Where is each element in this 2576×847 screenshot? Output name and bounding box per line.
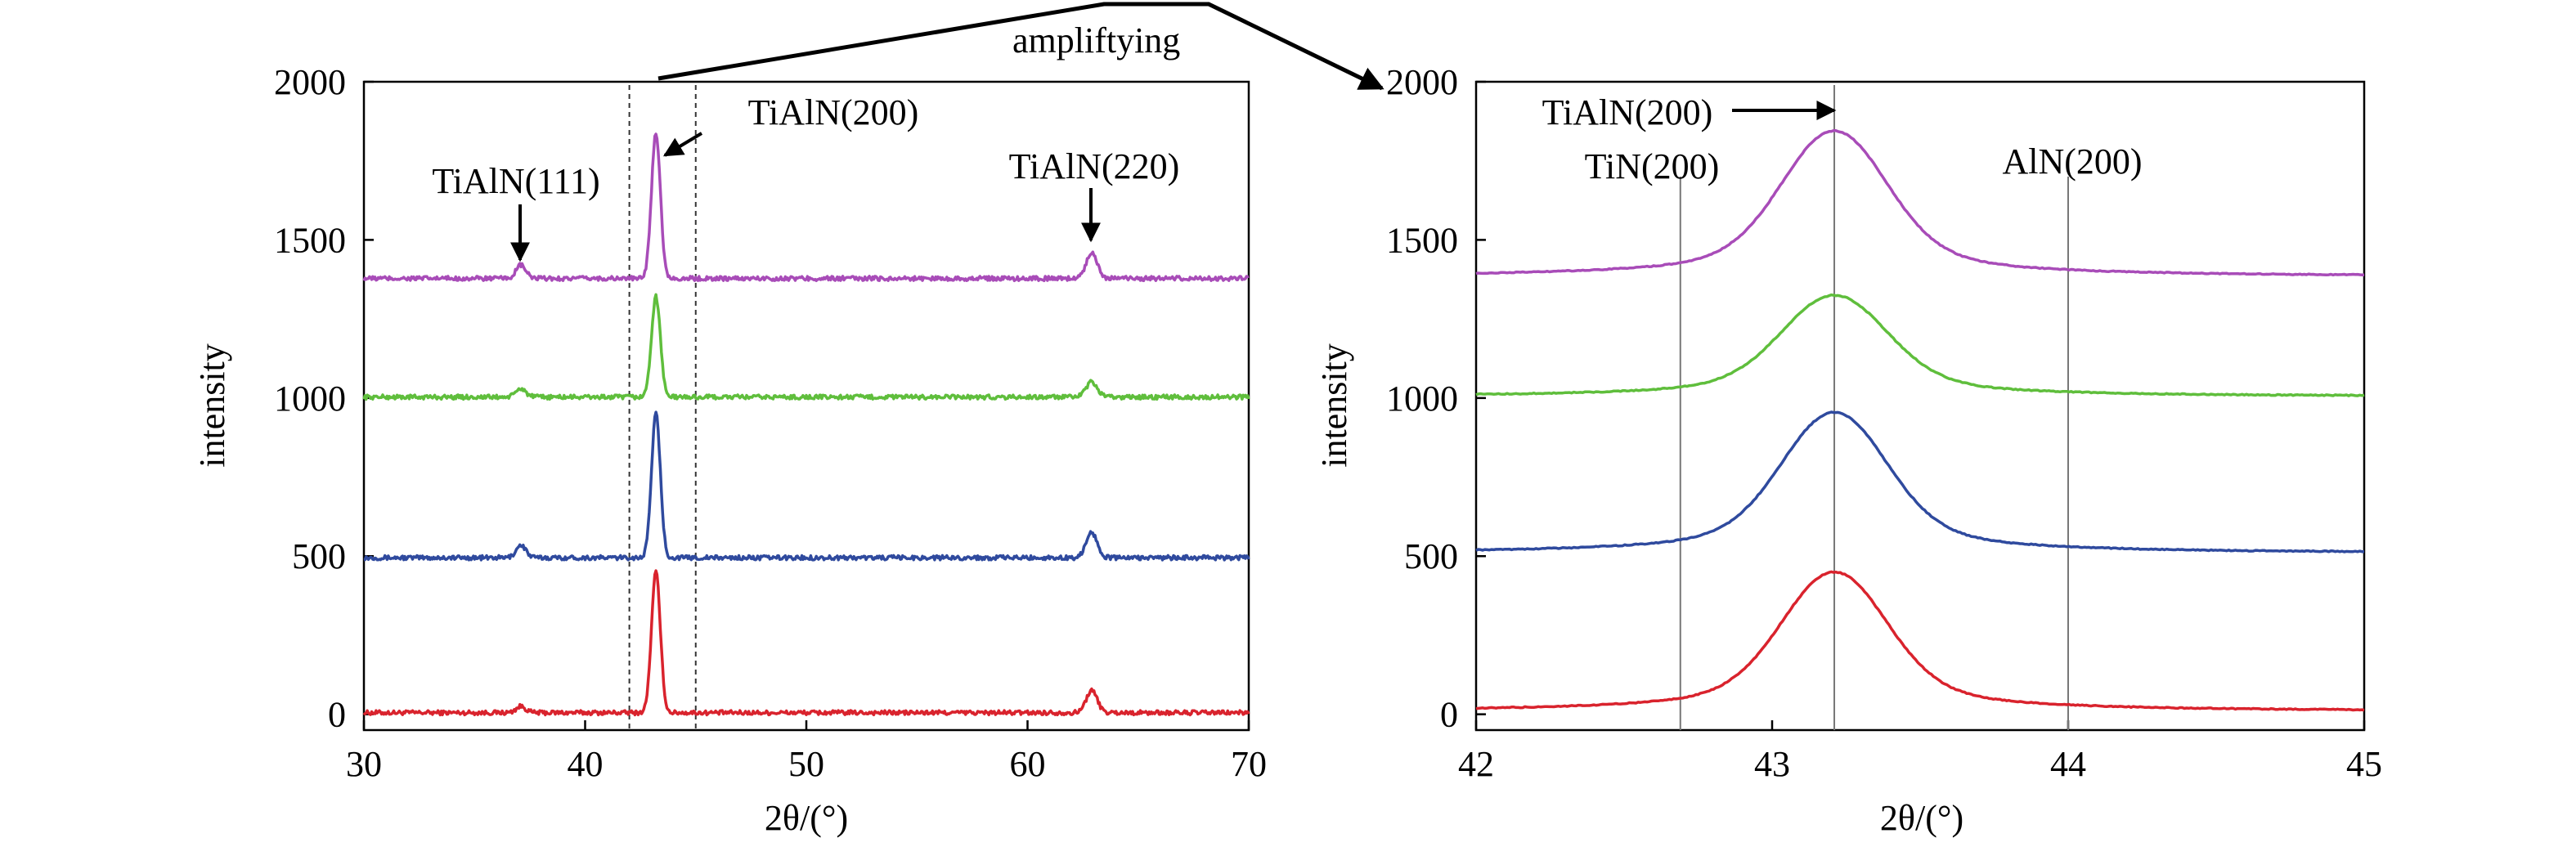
right-xrd-panel: 42 43 44 45 0 500 1000 1500 2000 2θ/(°) intensit… [1314,62,2382,838]
left-xtick-label: 50 [788,744,824,784]
left-xtick-label: 70 [1231,744,1267,784]
left-series-line-3 [362,293,1250,401]
ref-label-tialn200: TiAlN(200) [1542,92,1713,132]
right-ytick-label: 500 [1404,536,1458,576]
left-ytick-label: 2000 [274,62,346,102]
right-xtick-label: 45 [2346,744,2382,784]
left-xtick-label: 30 [346,744,382,784]
zoom-label: ampliftying [1012,20,1180,60]
right-series-line-1 [1475,570,2365,712]
right-series-line-3 [1475,293,2365,397]
left-series-group [362,132,1250,717]
left-series-line-1 [362,569,1250,717]
left-ticks: 30 40 50 60 70 0 500 1000 1500 2000 [274,62,1267,784]
left-ytick-label: 1500 [274,220,346,260]
right-y-axis-title: intensity [1314,343,1354,468]
left-series-line-2 [363,410,1250,562]
right-ytick-label: 2000 [1386,62,1458,102]
anno-tialn111: TiAlN(111) [432,161,599,201]
right-x-axis-title: 2θ/(°) [1880,798,1963,838]
right-ytick-label: 0 [1440,695,1458,735]
right-series-group [1475,128,2365,712]
right-ticks: 42 43 44 45 0 500 1000 1500 2000 [1386,62,2382,784]
right-ytick-label: 1500 [1386,220,1458,260]
left-xrd-panel: 30 40 50 60 70 0 500 1000 1500 2000 2θ/(°) intens… [192,62,1267,838]
ref-label-tin200: TiN(200) [1585,146,1720,186]
left-y-axis-title: intensity [192,343,232,468]
right-reference-lines [1679,85,2069,730]
left-xtick-label: 40 [568,744,604,784]
anno-tialn200-left: TiAlN(200) [748,92,919,132]
left-ytick-label: 500 [292,536,346,576]
left-xtick-label: 60 [1010,744,1046,784]
right-ytick-label: 1000 [1386,379,1458,419]
right-xtick-label: 44 [2050,744,2086,784]
right-xtick-label: 42 [1458,744,1494,784]
right-series-line-2 [1475,410,2364,553]
left-series-line-4 [362,132,1250,283]
right-xtick-label: 43 [1754,744,1790,784]
ref-label-aln200: AlN(200) [2002,141,2142,182]
zoom-connector-line [657,2,1384,91]
anno-tialn200-left-arrow [662,132,703,157]
left-x-axis-title: 2θ/(°) [765,798,848,838]
left-reference-lines [628,85,697,730]
left-ytick-label: 1000 [274,379,346,419]
right-series-line-4 [1475,128,2364,277]
right-plot-frame [1474,80,2366,732]
left-ytick-label: 0 [328,695,346,735]
anno-tialn220: TiAlN(220) [1009,146,1180,186]
